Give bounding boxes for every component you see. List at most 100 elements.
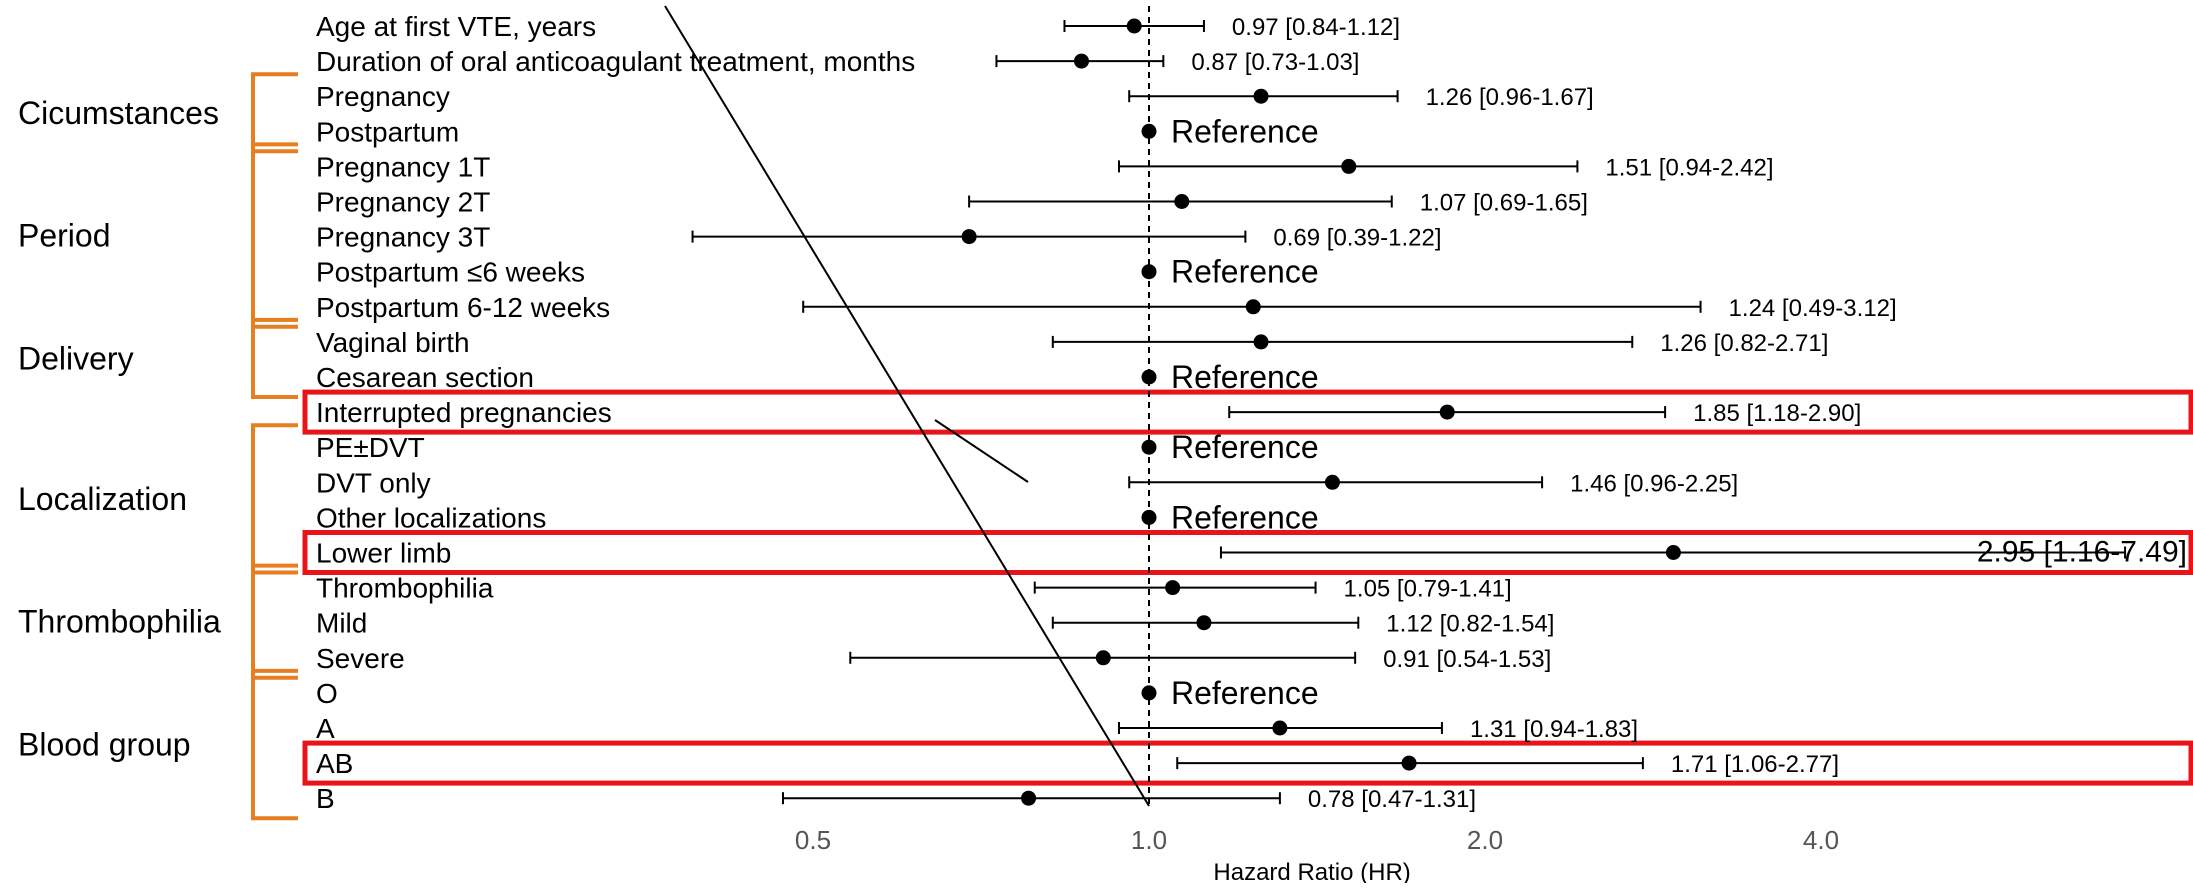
overlay-diagonal-line [664,5,1150,807]
row-label: Pregnancy 2T [316,187,490,218]
overlay-short-line [934,419,1029,483]
forest-row: Vaginal birth 1.26 [0.82-2.71] [316,327,1828,358]
forest-row: Pregnancy 2T 1.07 [0.69-1.65] [316,187,1588,218]
x-axis: 0.5 1.0 2.0 4.0 Hazard Ratio (HR) [795,825,1839,886]
row-label: O [316,678,338,709]
row-label: Other localizations [316,502,546,533]
hr-value-label: 0.87 [0.73-1.03] [1191,49,1359,76]
hr-value-label: 0.97 [0.84-1.12] [1232,14,1400,41]
hr-value-label: 1.24 [0.49-3.12] [1729,295,1897,322]
group-label: Localization [18,481,187,517]
hr-value-label: 1.07 [0.69-1.65] [1420,190,1588,217]
row-label: Thrombophilia [316,573,494,604]
group-label: Cicumstances [18,95,219,131]
forest-row: Thrombophilia 1.05 [0.79-1.41] [316,573,1512,604]
highlight-box [302,740,2193,786]
hr-point [1253,334,1269,350]
hr-value-label: 1.51 [0.94-2.42] [1605,154,1773,181]
forest-row: DVT only 1.46 [0.96-2.25] [316,467,1738,498]
group-bracket [251,317,298,399]
reference-label: Reference [1171,254,1319,290]
hr-value-label: 1.85 [1.18-2.90] [1693,400,1861,427]
forest-row: Postpartum ≤6 weeks Reference [316,254,1319,290]
rows-layer: Age at first VTE, years 0.97 [0.84-1.12] D… [316,11,2187,814]
forest-row: O Reference [316,675,1319,711]
reference-point [1141,685,1157,701]
group-label: Thrombophilia [18,604,221,640]
forest-row: Lower limb 2.95 [1.16-7.49] [316,536,2187,569]
hr-point [1253,88,1269,104]
forest-row: A 1.31 [0.94-1.83] [316,713,1638,744]
hr-point [1021,790,1037,806]
hr-value-label: 0.78 [0.47-1.31] [1308,786,1476,813]
hr-value-label: 1.71 [1.06-2.77] [1671,751,1839,778]
group-bracket [251,668,298,821]
group-bracket [251,423,298,575]
x-tick-label: 4.0 [1803,825,1839,855]
hr-point [1665,545,1681,560]
group-label: Period [18,218,111,254]
hr-value-label: 1.31 [0.94-1.83] [1470,716,1638,743]
hr-point [1401,755,1417,771]
row-label: Severe [316,643,405,674]
hr-value-label: 1.26 [0.82-2.71] [1660,330,1828,357]
forest-row: Pregnancy 1.26 [0.96-1.67] [316,81,1594,112]
reference-point [1141,439,1157,455]
row-label: Duration of oral anticoagulant treatment… [316,46,915,77]
row-label: AB [316,748,353,779]
overlay-line-layer [664,5,1150,807]
forest-row: AB 1.71 [1.06-2.77] [316,748,1839,779]
reference-label: Reference [1171,113,1319,149]
forest-row: Interrupted pregnancies 1.85 [1.18-2.90] [316,397,1861,428]
group-bracket [251,72,298,154]
forest-row: Duration of oral anticoagulant treatment… [316,46,1359,77]
group-bracket [251,142,298,329]
row-label: Vaginal birth [316,327,470,358]
reference-point [1141,369,1157,385]
hr-value-label: 2.95 [1.16-7.49] [1977,536,2187,569]
row-label: Lower limb [316,538,451,569]
row-label: Interrupted pregnancies [316,397,612,428]
hr-point [1095,650,1111,666]
group-label: Blood group [18,727,191,763]
forest-row: Other localizations Reference [316,499,1319,535]
row-label: Age at first VTE, years [316,11,596,42]
hr-point [1341,158,1357,174]
reference-label: Reference [1171,499,1319,535]
forest-row: Postpartum 6-12 weeks 1.24 [0.49-3.12] [316,292,1897,323]
x-tick-label: 2.0 [1467,825,1503,855]
hr-value-label: 1.46 [0.96-2.25] [1570,470,1738,497]
hr-point [961,229,977,245]
highlight-layer [302,389,2193,786]
hr-value-label: 1.26 [0.96-1.67] [1426,84,1594,111]
x-tick-label: 1.0 [1131,825,1167,855]
forest-row: PE±DVT Reference [316,429,1319,465]
forest-row: Pregnancy 3T 0.69 [0.39-1.22] [316,222,1442,253]
group-label: Delivery [18,340,134,376]
hr-point [1439,404,1455,420]
hr-point [1196,615,1212,631]
row-label: Postpartum ≤6 weeks [316,257,585,288]
row-label: Pregnancy [316,81,450,112]
forest-row: B 0.78 [0.47-1.31] [316,783,1476,814]
x-tick-label: 0.5 [795,825,831,855]
reference-label: Reference [1171,429,1319,465]
forest-row: Mild 1.12 [0.82-1.54] [316,608,1554,639]
reference-point [1141,264,1157,280]
hr-value-label: 0.91 [0.54-1.53] [1383,646,1551,673]
row-label: Postpartum [316,116,459,147]
row-label: Cesarean section [316,362,534,393]
hr-point [1165,580,1181,596]
reference-label: Reference [1171,359,1319,395]
hr-point [1324,474,1340,490]
hr-value-label: 1.12 [0.82-1.54] [1386,611,1554,638]
reference-point [1141,123,1157,139]
highlight-box [302,389,2193,435]
row-label: Postpartum 6-12 weeks [316,292,610,323]
row-label: B [316,783,335,814]
hr-point [1174,194,1190,209]
forest-row: Pregnancy 1T 1.51 [0.94-2.42] [316,151,1774,182]
hr-point [1073,53,1089,69]
hr-point [1245,299,1261,315]
